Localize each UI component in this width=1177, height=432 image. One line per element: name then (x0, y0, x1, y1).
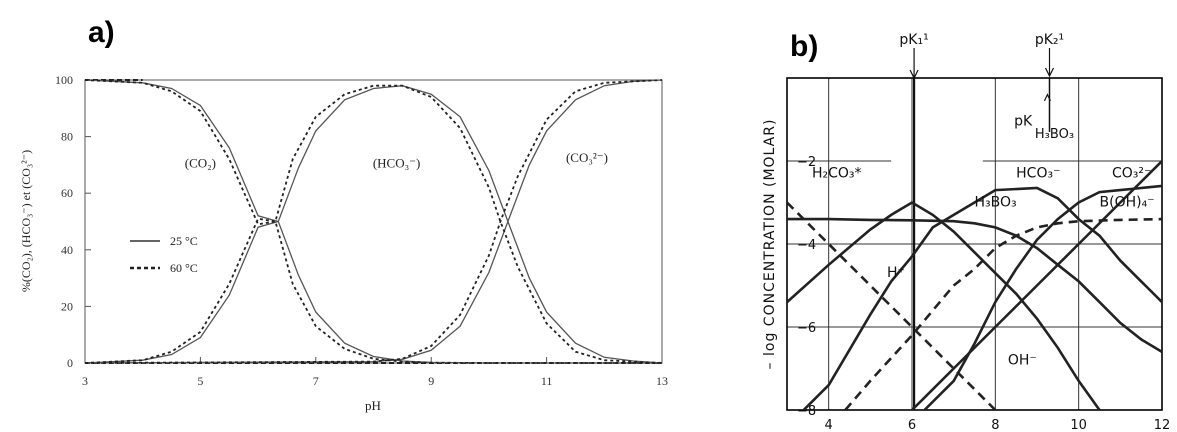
legend-label-25c: 25 °C (170, 234, 198, 248)
species-label: (CO₂) (185, 156, 216, 171)
series-curve (787, 200, 1101, 410)
panel-b-plot-area (786, 77, 1163, 411)
panel-a-x-axis-label: pH (365, 398, 381, 413)
y-tick-label: 80 (61, 130, 73, 144)
y-tick-label: −8 (797, 404, 816, 419)
y-tick-label: −4 (797, 238, 816, 253)
x-tick-label: 12 (1154, 418, 1171, 432)
series-curve (801, 186, 1162, 410)
pk-h3bo3-label: pK (1014, 114, 1033, 130)
series-curve (84, 79, 662, 364)
panel-a-label: a) (88, 16, 115, 49)
panel-b-chart: −2 −4 −6 −8 4 6 8 10 12 H₂CO₃* HCO₃⁻ CO₃²⁻ H₃BO₃ B(… (762, 32, 1170, 432)
panel-a-y-ticks: 0 20 40 60 80 100 (55, 73, 91, 370)
series-curve (84, 84, 663, 364)
legend-label-60c: 60 °C (170, 261, 198, 275)
y-tick-label: 20 (61, 299, 73, 313)
x-tick-label: 6 (908, 418, 916, 432)
series-curve (84, 85, 663, 364)
series-curve (910, 160, 1162, 410)
species-label: (HCO₃⁻) (373, 156, 421, 171)
x-tick-label: 4 (825, 418, 833, 432)
y-tick-label: 100 (55, 73, 73, 87)
series-curve (787, 217, 1162, 354)
pk1-label: pK₁¹ (899, 32, 928, 48)
species-label: B(OH)₄⁻ (1100, 195, 1155, 211)
panel-b-label: b) (790, 30, 818, 63)
panel-b-species-labels: H₂CO₃* HCO₃⁻ CO₃²⁻ H₃BO₃ B(OH)₄⁻ H⁺ OH⁻ (812, 166, 1155, 369)
y-tick-label: 0 (67, 356, 73, 370)
panel-b-y-ticks: −2 −4 −6 −8 (797, 155, 816, 419)
pk2-label: pK₂¹ (1035, 32, 1064, 48)
panel-b-y-axis-label: – log CONCENTRATION (MOLAR) (762, 119, 778, 370)
panel-a-chart: 0 20 40 60 80 100 3 5 7 9 11 13 (CO₂) (HCO₃⁻) (CO₃²⁻… (19, 73, 668, 413)
x-tick-label: 10 (1070, 418, 1087, 432)
x-tick-label: 8 (991, 418, 999, 432)
series-curve (84, 79, 662, 364)
x-tick-label: 11 (541, 374, 553, 388)
y-tick-label: 60 (61, 186, 73, 200)
panel-a-y-axis-label: %(CO₂), (HCO₃⁻) et (CO₃²⁻) (19, 150, 33, 292)
series-curve (787, 201, 997, 410)
x-tick-label: 3 (82, 374, 88, 388)
pk2-arrowhead (1044, 67, 1055, 78)
panel-a-legend: 25 °C 60 °C (130, 234, 198, 275)
species-label: OH⁻ (1008, 352, 1037, 368)
species-label: H⁺ (887, 265, 905, 281)
pk1-arrowhead (909, 69, 919, 80)
species-label: H₂CO₃* (812, 166, 862, 182)
species-label: (CO₃²⁻) (566, 150, 608, 165)
panel-a-curves (84, 79, 663, 364)
panel-b-curves (787, 160, 1162, 410)
y-tick-label: 40 (61, 243, 73, 257)
x-tick-label: 9 (428, 374, 434, 388)
x-tick-label: 13 (656, 374, 668, 388)
panel-a-species-labels: (CO₂) (HCO₃⁻) (CO₃²⁻) (185, 150, 608, 171)
pk-h3bo3-subscript: H₃BO₃ (1035, 127, 1074, 142)
y-tick-label: −6 (797, 321, 816, 336)
series-curve (84, 79, 663, 364)
panel-b-x-ticks: 4 6 8 10 12 (825, 418, 1171, 432)
panel-b-grid (787, 78, 1162, 411)
x-tick-label: 5 (197, 374, 203, 388)
species-label: HCO₃⁻ (1016, 166, 1060, 182)
panel-a-x-ticks: 3 5 7 9 11 13 (82, 357, 668, 388)
series-curve (84, 79, 663, 364)
pk-h3bo3-arrowhead (1043, 93, 1051, 102)
x-tick-label: 7 (313, 374, 319, 388)
species-label: CO₃²⁻ (1112, 166, 1151, 182)
species-label: H₃BO₃ (975, 195, 1017, 211)
panel-a-plot-area (84, 79, 663, 364)
y-tick-label: −2 (797, 155, 816, 170)
series-curve (844, 217, 1162, 410)
